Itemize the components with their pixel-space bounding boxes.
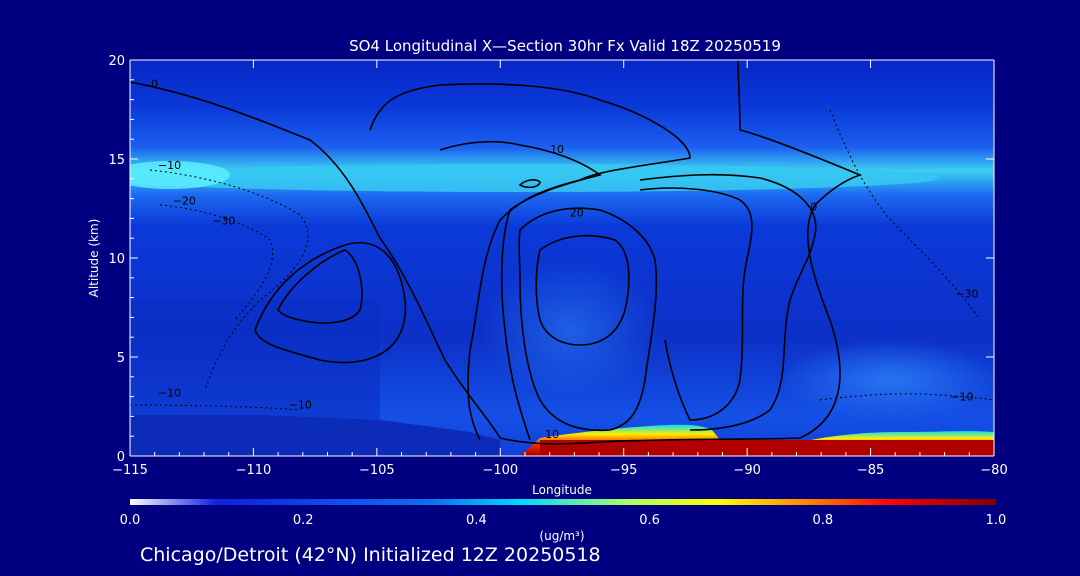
contour-20-left: [277, 249, 363, 324]
dotted-contour-low-left: [130, 404, 301, 411]
contour-label: −10: [158, 387, 181, 400]
contour-right-a: [639, 173, 817, 431]
contour-label: −30: [955, 288, 978, 301]
left-low-layer: [130, 300, 380, 420]
x-tick-label: −115: [112, 463, 148, 478]
heatmap-field: 0 10 −10 −20 −30 20 −10 −10 −10 −30 10 0: [130, 60, 994, 456]
x-tick-label: −95: [610, 463, 637, 478]
central-plume: [480, 260, 660, 400]
upper-band-left: [130, 161, 230, 189]
upper-band-highlight: [130, 164, 940, 192]
dotted-contour-low-right: [819, 393, 994, 401]
x-tick-label: −90: [733, 463, 760, 478]
terrain-left: [130, 415, 500, 456]
contour-label: 20: [570, 206, 584, 219]
contour-label: 10: [550, 143, 564, 156]
colorbar-tick-label: 0.6: [639, 513, 660, 528]
contour-mid-b: [439, 140, 602, 441]
colorbar-tick-label: 0.2: [293, 513, 314, 528]
dotted-contour-left-a: [149, 169, 309, 391]
x-tick-label: −80: [980, 463, 1007, 478]
contour-label: 10: [545, 428, 559, 441]
y-tick-label: 0: [117, 450, 125, 465]
y-tick-label: 15: [108, 153, 125, 168]
colorbar-tick-label: 0.4: [466, 513, 487, 528]
contour-label: 0: [151, 78, 158, 91]
contour-label: −10: [950, 391, 973, 404]
y-tick-label: 10: [108, 252, 125, 267]
dotted-contours: [130, 109, 994, 411]
contour-label: 0: [810, 200, 817, 213]
contour-10-left: [254, 242, 407, 364]
surface-red-layer: [540, 440, 994, 456]
contour-label: −20: [173, 195, 196, 208]
colorbar-tick-label: 0.0: [120, 513, 141, 528]
contour-20: [518, 207, 658, 432]
x-tick-label: −85: [857, 463, 884, 478]
y-axis-label: Altitude (km): [87, 219, 101, 298]
colorbar-tick-label: 0.8: [812, 513, 833, 528]
y-tick-label: 20: [108, 54, 125, 69]
y-ticks: 0 5 10 15 20: [108, 54, 994, 465]
right-low-plume: [780, 340, 994, 420]
x-ticks: −115 −110 −105 −100 −95 −90 −85 −80: [112, 60, 1008, 478]
contour-label: −10: [158, 159, 181, 172]
y-tick-label: 5: [117, 351, 125, 366]
colorbar-label: (ug/m³): [539, 529, 584, 543]
contour-label: −30: [212, 214, 235, 227]
footer-caption: Chicago/Detroit (42°N) Initialized 12Z 2…: [140, 544, 601, 566]
contour-label: −10: [289, 398, 312, 411]
x-tick-label: −105: [359, 463, 395, 478]
contour-labels: 0 10 −10 −20 −30 20 −10 −10 −10 −30 10 0: [151, 78, 978, 441]
colorbar-tick-label: 1.0: [986, 513, 1007, 528]
x-tick-label: −100: [482, 463, 518, 478]
colorbar-ticks: 0.0 0.2 0.4 0.6 0.8 1.0: [120, 513, 1007, 528]
colorbar: [130, 499, 996, 505]
x-tick-label: −110: [236, 463, 272, 478]
dotted-contour-left-b: [159, 204, 274, 321]
x-axis-label: Longitude: [532, 483, 592, 497]
contour-30: [535, 234, 630, 346]
chart-title: SO4 Longitudinal X—Section 30hr Fx Valid…: [349, 37, 781, 55]
contour-small: [518, 179, 541, 189]
contour-mid-a: [369, 83, 691, 441]
contour-right-b: [639, 187, 753, 421]
